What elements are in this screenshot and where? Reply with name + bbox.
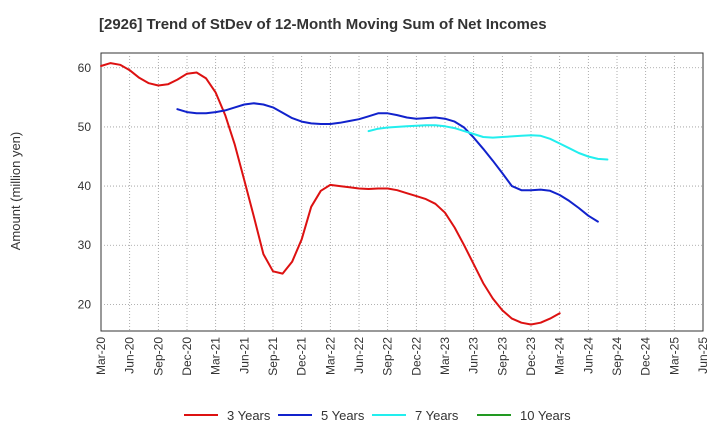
y-tick-label: 40: [78, 179, 92, 193]
x-tick-label: Mar-22: [323, 337, 337, 375]
series-line-3-years: [100, 62, 561, 326]
series-line-7-years: [367, 124, 609, 161]
x-tick-label: Sep-21: [266, 337, 280, 376]
x-tick-label: Dec-21: [295, 337, 309, 376]
y-axis-title: Amount (million yen): [8, 132, 23, 251]
legend-swatch: [372, 414, 406, 416]
legend-item-5-years: 5 Years: [278, 404, 364, 426]
x-tick-label: Sep-22: [381, 337, 395, 376]
x-tick-label: Jun-21: [237, 337, 251, 374]
legend-label: 7 Years: [415, 407, 459, 423]
x-tick-label: Sep-24: [610, 337, 624, 376]
x-tick-label: Jun-24: [581, 337, 595, 374]
legend-label: 5 Years: [321, 407, 365, 423]
x-tick-label: Jun-20: [123, 337, 137, 374]
y-tick-labels: 20 30 40 50 60: [78, 61, 92, 312]
x-tick-label: Mar-25: [667, 337, 681, 375]
x-tick-label: Mar-23: [438, 337, 452, 375]
legend-swatch: [278, 414, 312, 416]
x-tick-label: Dec-20: [180, 337, 194, 376]
y-tick-label: 60: [78, 61, 92, 75]
x-tick-label: Mar-21: [209, 337, 223, 375]
x-tick-label: Mar-24: [553, 337, 567, 375]
x-tick-label: Sep-20: [151, 337, 165, 376]
x-tick-label: Dec-24: [639, 337, 653, 376]
x-tick-label: Mar-20: [94, 337, 108, 375]
legend-swatch: [477, 414, 511, 416]
x-tick-label: Dec-22: [409, 337, 423, 376]
x-tick-label: Jun-23: [467, 337, 481, 374]
legend-label: 3 Years: [227, 407, 271, 423]
series-line-5-years: [176, 102, 599, 223]
legend-swatch: [184, 414, 218, 416]
y-tick-label: 20: [78, 297, 92, 311]
legend-item-10-years: 10 Years: [477, 404, 571, 426]
y-tick-label: 30: [78, 238, 92, 252]
legend-item-7-years: 7 Years: [372, 404, 458, 426]
legend-item-3-years: 3 Years: [184, 404, 270, 426]
y-tick-label: 50: [78, 120, 92, 134]
x-tick-labels: Mar-20 Jun-20 Sep-20 Dec-20 Mar-21 Jun-21 Sep-…: [94, 337, 710, 376]
legend: 3 Years 5 Years 7 Years 10 Years: [0, 404, 720, 426]
x-tick-label: Jun-22: [352, 337, 366, 374]
x-tick-label: Dec-23: [524, 337, 538, 376]
legend-label: 10 Years: [520, 407, 571, 423]
chart-title: [2926] Trend of StDev of 12-Month Moving…: [99, 16, 547, 33]
x-tick-label: Sep-23: [495, 337, 509, 376]
x-tick-label: Jun-25: [696, 337, 710, 374]
series-lines: [100, 62, 609, 326]
